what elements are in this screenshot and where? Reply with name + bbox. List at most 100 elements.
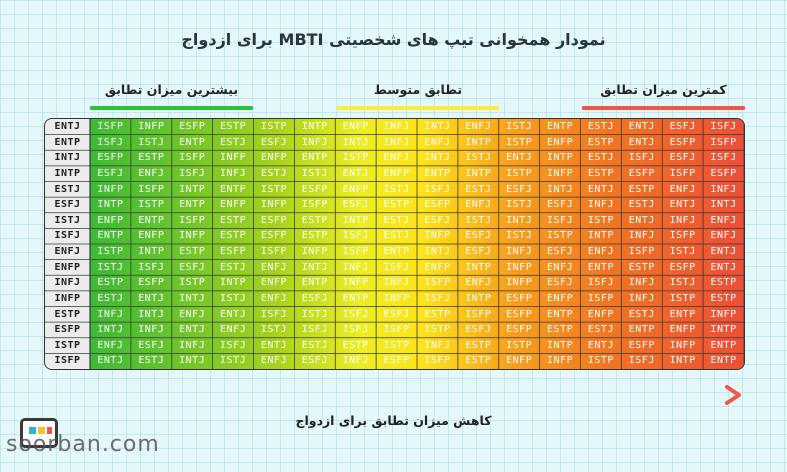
legend-most-compatible: بیشترین میزان تطابق xyxy=(90,80,253,110)
row-type-label: ISTP xyxy=(54,339,81,351)
match-cell: ISFP xyxy=(138,183,165,195)
match-cell: ISTJ xyxy=(383,183,410,195)
match-cell: ISTP xyxy=(179,277,206,289)
match-cell: ISFJ xyxy=(179,167,206,179)
match-cell: ENTP xyxy=(628,324,655,336)
match-cell: ENTJ xyxy=(587,339,614,351)
match-cell: ISFP xyxy=(465,308,492,320)
match-cell: ESTJ xyxy=(587,324,614,336)
match-cell: ISTP xyxy=(138,199,165,211)
match-cell: ENTP xyxy=(220,183,247,195)
match-cell: INFP xyxy=(220,152,247,164)
match-cell: ISTJ xyxy=(97,261,124,273)
match-cell: ISTP xyxy=(97,246,124,257)
match-cell: ISTP xyxy=(383,339,410,351)
match-cell: INFP xyxy=(138,121,165,132)
match-cell: INFJ xyxy=(669,214,696,226)
match-cell: INTJ xyxy=(179,355,206,367)
match-cell: ISFP xyxy=(628,246,655,257)
match-cell: ENFJ xyxy=(465,277,492,289)
match-cell: ISFJ xyxy=(628,355,655,367)
row-type-label: ESTP xyxy=(54,308,81,320)
match-cell: ISTP xyxy=(669,292,696,304)
match-cell: ENFP xyxy=(220,199,247,211)
match-cell: ISFJ xyxy=(97,136,124,148)
match-cell: ENTJ xyxy=(260,339,287,351)
match-cell: ISFP xyxy=(179,152,206,164)
match-cell: INTP xyxy=(179,183,206,195)
match-cell: ESFP xyxy=(628,167,655,179)
match-cell: ISFJ xyxy=(342,230,369,242)
match-cell: ESTP xyxy=(97,277,124,289)
match-cell: ISTJ xyxy=(220,355,247,367)
match-cell: INFJ xyxy=(383,136,410,148)
match-cell: ENTJ xyxy=(628,136,655,148)
match-cell: ENTJ xyxy=(669,199,696,211)
match-cell: ESTP xyxy=(424,308,451,320)
match-cell: ISFP xyxy=(342,246,369,257)
legend-average-compatible: تطابق متوسط xyxy=(337,80,499,110)
match-cell: ENFJ xyxy=(383,152,410,164)
match-cell: ESTJ xyxy=(628,199,655,211)
match-cell: ISTJ xyxy=(138,136,165,148)
match-cell: ISTP xyxy=(424,324,451,336)
compatibility-grid: ENTJ ISFP INFP ESFP ESTP ISTP INTP ENFP INFJ INTJ… xyxy=(44,118,745,370)
match-cell: ESTJ xyxy=(220,261,247,273)
match-cell: ESFP xyxy=(669,136,696,148)
match-cell: ISTJ xyxy=(669,246,696,257)
match-cell: ISTP xyxy=(547,230,574,242)
match-cell: ENFJ xyxy=(220,324,247,336)
match-cell: ESFP xyxy=(506,324,533,336)
match-cell: INTJ xyxy=(342,136,369,148)
match-cell: INFJ xyxy=(506,246,533,257)
match-cell: INTJ xyxy=(424,121,451,132)
grid-lines xyxy=(45,119,744,369)
match-cell: INFP xyxy=(97,183,124,195)
match-cell: ESTJ xyxy=(383,214,410,226)
match-cell: ESTP xyxy=(301,230,328,242)
match-cell: ESFJ xyxy=(301,292,328,304)
match-cell: ISFP xyxy=(587,292,614,304)
match-cell: ISFJ xyxy=(383,261,410,273)
row-type-label: INTJ xyxy=(54,152,81,164)
match-cell: ISFJ xyxy=(138,261,165,273)
match-cell: ESTP xyxy=(465,339,492,351)
match-cell: ESFP xyxy=(628,339,655,351)
match-cell: ESTP xyxy=(179,246,206,257)
match-cell: ENTP xyxy=(179,199,206,211)
row-type-label: INTP xyxy=(54,167,81,179)
match-cell: INFP xyxy=(260,199,287,211)
match-cell: ESFJ xyxy=(424,214,451,226)
match-cell: INFJ xyxy=(179,339,206,351)
match-cell: ENTP xyxy=(587,261,614,273)
match-cell: INTJ xyxy=(506,214,533,226)
match-cell: INTP xyxy=(465,136,492,148)
match-cell: ESFJ xyxy=(669,152,696,164)
match-cell: INTP xyxy=(465,292,492,304)
match-cell: ESFP xyxy=(301,183,328,195)
match-cell: ENTP xyxy=(710,355,737,367)
match-cell: ENTP xyxy=(710,339,737,351)
match-cell: INFP xyxy=(710,308,737,320)
match-cell: ENFJ xyxy=(138,167,165,179)
match-cell: INTP xyxy=(301,121,328,132)
match-cell: ENTP xyxy=(179,136,206,148)
match-cell: ESTJ xyxy=(138,355,165,367)
match-cell: ESFJ xyxy=(301,355,328,367)
match-cell: ISTJ xyxy=(465,214,492,226)
match-cell: INTP xyxy=(587,230,614,242)
match-cell: INFP xyxy=(301,246,328,257)
match-cell: ENTP xyxy=(547,121,574,132)
match-cell: ENFP xyxy=(424,261,451,273)
match-cell: ENFP xyxy=(547,292,574,304)
match-cell: ENFJ xyxy=(710,214,737,226)
match-cell: INFJ xyxy=(220,167,247,179)
match-cell: ISTJ xyxy=(301,308,328,320)
match-cell: ISTP xyxy=(260,183,287,195)
match-cell: ENFP xyxy=(342,121,369,132)
match-cell: ISFP xyxy=(710,136,737,148)
match-cell: ESTP xyxy=(220,230,247,242)
match-cell: ESFJ xyxy=(465,230,492,242)
match-cell: INFJ xyxy=(138,324,165,336)
match-cell: ISFJ xyxy=(424,183,451,195)
